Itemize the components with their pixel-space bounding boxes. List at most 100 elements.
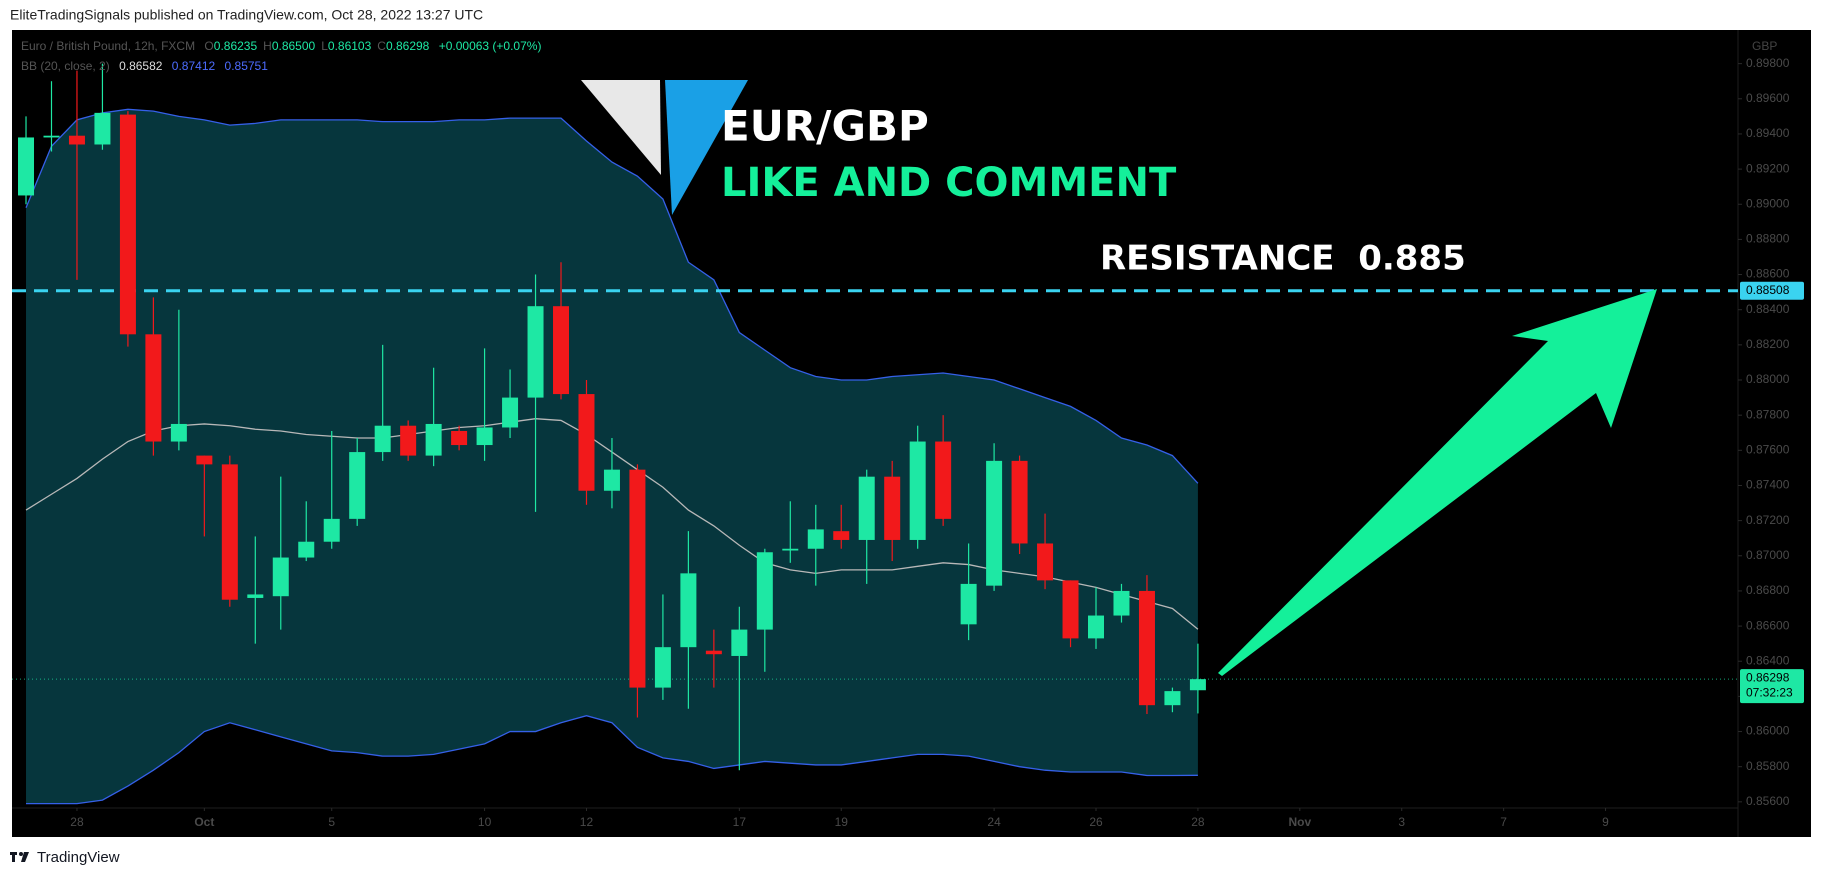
candle-body bbox=[1088, 615, 1105, 639]
currency-label: GBP bbox=[1752, 39, 1777, 53]
x-tick-label: 5 bbox=[328, 815, 335, 829]
candle-body bbox=[425, 423, 442, 456]
publisher-line: EliteTradingSignals published on Trading… bbox=[10, 7, 483, 23]
candle-body bbox=[1113, 590, 1130, 616]
x-tick-label: Nov bbox=[1288, 815, 1311, 829]
candle-body bbox=[400, 425, 417, 456]
candle-body bbox=[18, 137, 35, 196]
footer-brand: TradingView bbox=[37, 849, 120, 866]
band-lower bbox=[26, 715, 1198, 805]
change-value: +0.00063 (+0.07%) bbox=[439, 39, 542, 53]
candle-body bbox=[705, 650, 722, 655]
ohlc-value: 0.86298 bbox=[386, 39, 430, 53]
y-tick-label: 0.89400 bbox=[1746, 126, 1790, 140]
candle-body bbox=[1062, 580, 1079, 639]
x-tick-label: 10 bbox=[478, 815, 492, 829]
candle-body bbox=[298, 541, 315, 558]
ohlc-value: 0.86103 bbox=[328, 39, 372, 53]
symbol-legend: Euro / British Pound, 12h, FXCM O0.86235… bbox=[21, 39, 541, 53]
candle-body bbox=[1189, 679, 1206, 691]
y-tick-label: 0.85600 bbox=[1746, 794, 1790, 808]
candle-body bbox=[119, 114, 136, 335]
candle-body bbox=[221, 464, 238, 600]
ohlc-key: O bbox=[204, 39, 213, 53]
candle-body bbox=[680, 573, 697, 648]
x-tick-label: Oct bbox=[194, 815, 214, 829]
ohlc-value: 0.86500 bbox=[272, 39, 316, 53]
y-tick-label: 0.89200 bbox=[1746, 161, 1790, 175]
candle-body bbox=[858, 476, 875, 540]
indicator-basis: 0.86582 bbox=[119, 59, 163, 73]
candle-body bbox=[553, 306, 570, 395]
candle-body bbox=[1011, 460, 1028, 544]
candle-body bbox=[909, 441, 926, 540]
pair-annotation: EUR/GBP bbox=[721, 102, 929, 151]
x-tick-label: 9 bbox=[1602, 815, 1609, 829]
logo-blue bbox=[665, 80, 748, 215]
y-tick-label: 0.88400 bbox=[1746, 302, 1790, 316]
call-annotation: LIKE AND COMMENT bbox=[721, 160, 1177, 206]
symbol-name: Euro / British Pound, 12h, FXCM bbox=[21, 39, 195, 53]
resistance-annotation: RESISTANCE 0.885 bbox=[1100, 239, 1466, 279]
axes: 0.856000.858000.860000.862000.864000.866… bbox=[70, 56, 1804, 829]
candle-body bbox=[884, 476, 901, 540]
ohlc-key: C bbox=[377, 39, 386, 53]
y-tick-label: 0.88600 bbox=[1746, 267, 1790, 281]
x-tick-label: 7 bbox=[1500, 815, 1507, 829]
candle-body bbox=[196, 455, 213, 465]
candle-body bbox=[323, 518, 340, 542]
ohlc-key: H bbox=[263, 39, 272, 53]
candle-body bbox=[349, 452, 366, 519]
indicator-lower: 0.85751 bbox=[225, 59, 269, 73]
resistance-tag bbox=[1740, 281, 1804, 300]
last-price-tag-label: 0.86298 bbox=[1746, 670, 1790, 684]
candle-body bbox=[43, 135, 60, 138]
candle-body bbox=[833, 531, 850, 540]
x-tick-label: 17 bbox=[733, 815, 747, 829]
x-tick-label: 3 bbox=[1398, 815, 1405, 829]
y-tick-label: 0.86600 bbox=[1746, 618, 1790, 632]
y-tick-label: 0.86000 bbox=[1746, 724, 1790, 738]
x-tick-label: 24 bbox=[987, 815, 1001, 829]
candle-body bbox=[603, 469, 620, 491]
candle-body bbox=[170, 423, 187, 442]
logo-white bbox=[581, 80, 661, 175]
candle-body bbox=[374, 425, 391, 453]
ohlc-value: 0.86235 bbox=[214, 39, 258, 53]
candle-body bbox=[68, 135, 85, 145]
last-price-tag bbox=[1740, 669, 1804, 704]
candle-body bbox=[94, 112, 111, 145]
candle-body bbox=[731, 629, 748, 656]
resistance-tag-label: 0.88508 bbox=[1746, 283, 1790, 297]
y-tick-label: 0.87800 bbox=[1746, 407, 1790, 421]
x-tick-label: 19 bbox=[835, 815, 849, 829]
candle-body bbox=[527, 306, 544, 398]
y-tick-label: 0.88800 bbox=[1746, 232, 1790, 246]
x-tick-label: 28 bbox=[1191, 815, 1205, 829]
y-tick-label: 0.87400 bbox=[1746, 478, 1790, 492]
y-tick-label: 0.89800 bbox=[1746, 56, 1790, 70]
candle-body bbox=[578, 394, 595, 491]
indicator-legend: BB (20, close, 2) 0.86582 0.87412 0.8575… bbox=[21, 59, 268, 73]
candle-body bbox=[782, 548, 799, 551]
candle-body bbox=[1138, 590, 1155, 706]
y-tick-label: 0.87600 bbox=[1746, 442, 1790, 456]
y-tick-label: 0.87000 bbox=[1746, 548, 1790, 562]
candle-body bbox=[807, 529, 824, 549]
candle-body bbox=[756, 552, 773, 630]
candle-body bbox=[935, 441, 952, 519]
footer-logo bbox=[10, 852, 29, 862]
y-tick-label: 0.86400 bbox=[1746, 653, 1790, 667]
indicator-upper: 0.87412 bbox=[172, 59, 216, 73]
candle-body bbox=[502, 397, 519, 428]
y-tick-label: 0.88000 bbox=[1746, 372, 1790, 386]
up-arrow bbox=[1218, 289, 1657, 676]
ohlc-key: L bbox=[321, 39, 328, 53]
candle-body bbox=[1037, 543, 1054, 581]
y-tick-label: 0.89600 bbox=[1746, 91, 1790, 105]
y-tick-label: 0.89000 bbox=[1746, 196, 1790, 210]
band-upper bbox=[25, 108, 1199, 484]
candle-body bbox=[654, 647, 671, 688]
